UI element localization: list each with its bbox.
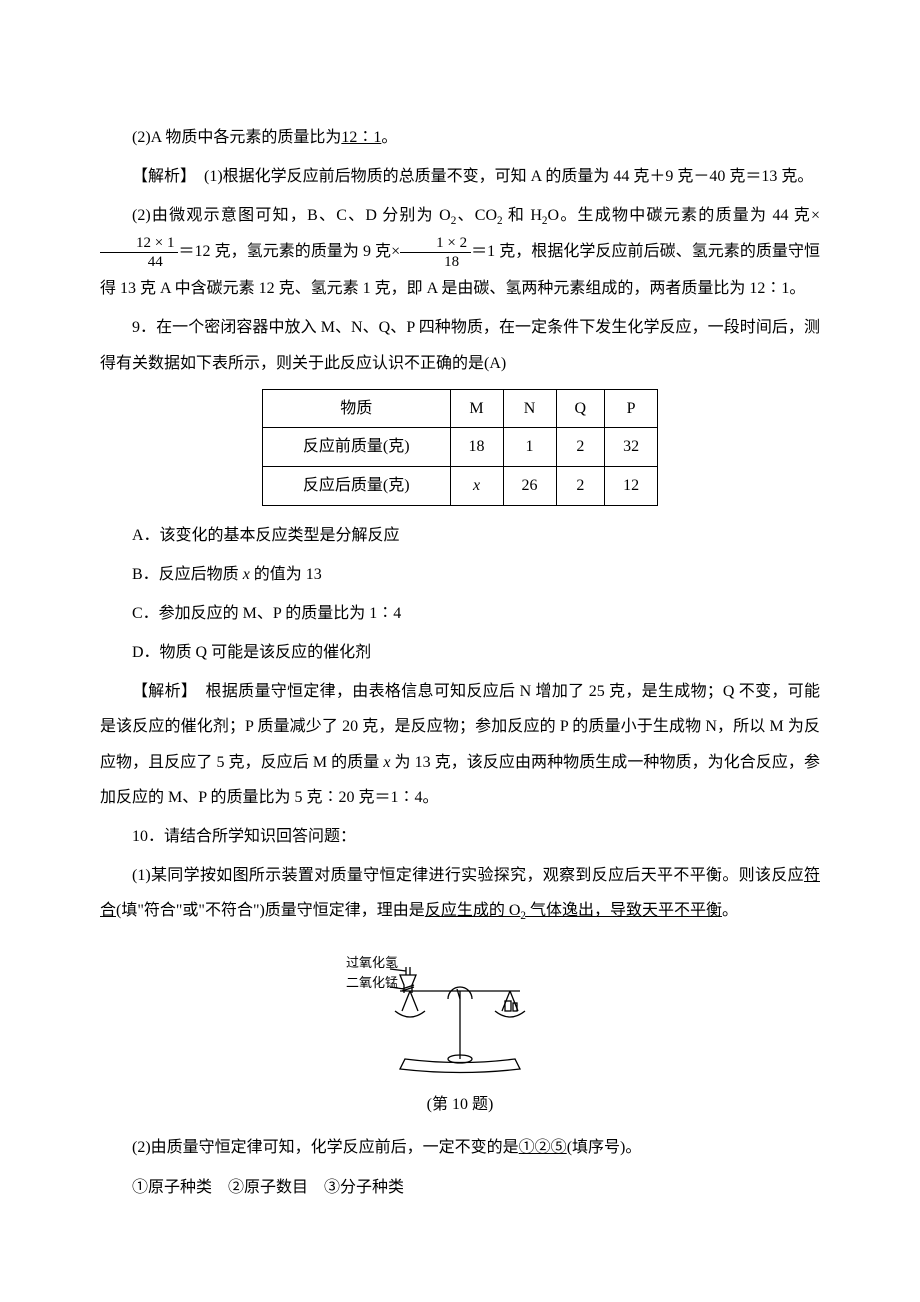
- fraction: 1 × 218: [400, 234, 471, 271]
- numerator: 12 × 1: [100, 234, 178, 253]
- text: 气体逸出，导致天平不平衡: [526, 902, 722, 919]
- data-table: 物质 M N Q P 反应前质量(克) 18 1 2 32 反应后质量(克) x…: [262, 389, 658, 506]
- table-cell: 26: [503, 466, 556, 505]
- text: (2)由质量守恒定律可知，化学反应前后，一定不变的是: [132, 1139, 519, 1156]
- table-cell: 18: [450, 428, 503, 467]
- table-row: 物质 M N Q P: [262, 389, 657, 428]
- text: O。生成物中碳元素的质量为 44 克×: [548, 207, 820, 224]
- answer-underline: ①②⑤: [519, 1139, 567, 1156]
- table-cell: P: [605, 389, 658, 428]
- text: (1)某同学按如图所示装置对质量守恒定律进行实验探究，观察到反应后天平不平衡。则…: [132, 867, 804, 884]
- label-mno2: 二氧化锰: [346, 975, 398, 990]
- question-10: 10．请结合所学知识回答问题：: [100, 819, 820, 854]
- explanation-1: 【解析】 (1)根据化学反应前后物质的总质量不变，可知 A 的质量为 44 克＋…: [100, 159, 820, 194]
- fraction: 12 × 144: [100, 234, 178, 271]
- text: B．反应后物质: [132, 566, 243, 583]
- text: C．参加反应的 M、P 的质量比为 1∶4: [132, 605, 401, 622]
- text: A．该变化的基本反应类型是分解反应: [132, 527, 400, 544]
- question-9: 9．在一个密闭容器中放入 M、N、Q、P 四种物质，在一定条件下发生化学反应，一…: [100, 310, 820, 380]
- table-cell: 物质: [262, 389, 450, 428]
- table-cell: 1: [503, 428, 556, 467]
- paragraph-2a: (2)A 物质中各元素的质量比为12∶1。: [100, 120, 820, 155]
- numerator: 1 × 2: [400, 234, 471, 253]
- variable-x: x: [473, 477, 480, 494]
- text: 。: [722, 902, 738, 919]
- balance-diagram-icon: 过氧化氢 二氧化锰: [340, 941, 580, 1081]
- answer-underline: 12∶1: [341, 129, 381, 146]
- table-cell: x: [450, 466, 503, 505]
- text: (2)由微观示意图可知，B、C、D 分别为 O: [132, 207, 451, 224]
- table-cell: 2: [556, 428, 605, 467]
- question-10-1: (1)某同学按如图所示装置对质量守恒定律进行实验探究，观察到反应后天平不平衡。则…: [100, 858, 820, 929]
- variable-x: x: [243, 566, 250, 583]
- table-cell: 32: [605, 428, 658, 467]
- option-d: D．物质 Q 可能是该反应的催化剂: [100, 635, 820, 670]
- table-cell: N: [503, 389, 556, 428]
- text: ①原子种类 ②原子数目 ③分子种类: [132, 1179, 404, 1196]
- answer-underline: 反应生成的 O2 气体逸出，导致天平不平衡: [425, 902, 722, 919]
- text: 【解析】 (1)根据化学反应前后物质的总质量不变，可知 A 的质量为 44 克＋…: [132, 168, 813, 185]
- option-b: B．反应后物质 x 的值为 13: [100, 557, 820, 592]
- text: 、CO: [456, 207, 497, 224]
- text: D．物质 Q 可能是该反应的催化剂: [132, 644, 371, 661]
- text: 9．在一个密闭容器中放入 M、N、Q、P 四种物质，在一定条件下发生化学反应，一…: [100, 319, 820, 371]
- figure-caption: (第 10 题): [100, 1087, 820, 1122]
- text: (填序号)。: [567, 1139, 642, 1156]
- denominator: 44: [100, 253, 178, 271]
- text: 和 H: [503, 207, 542, 224]
- table-cell: 12: [605, 466, 658, 505]
- table-cell: M: [450, 389, 503, 428]
- option-a: A．该变化的基本反应类型是分解反应: [100, 518, 820, 553]
- text: ＝12 克，氢元素的质量为 9 克×: [178, 243, 400, 260]
- text: 的值为 13: [250, 566, 322, 583]
- table-cell: 反应前质量(克): [262, 428, 450, 467]
- question-10-2: (2)由质量守恒定律可知，化学反应前后，一定不变的是①②⑤(填序号)。: [100, 1130, 820, 1165]
- text: (填"符合"或"不符合")质量守恒定律，理由是: [116, 902, 425, 919]
- table-cell: 2: [556, 466, 605, 505]
- text: 。: [381, 129, 397, 146]
- explanation-9: 【解析】 根据质量守恒定律，由表格信息可知反应后 N 增加了 25 克，是生成物…: [100, 674, 820, 815]
- figure-balance: 过氧化氢 二氧化锰: [100, 941, 820, 1081]
- question-10-2-options: ①原子种类 ②原子数目 ③分子种类: [100, 1170, 820, 1205]
- text: 反应生成的 O: [425, 902, 521, 919]
- label-h2o2: 过氧化氢: [346, 955, 398, 970]
- denominator: 18: [400, 253, 471, 271]
- text: 10．请结合所学知识回答问题：: [132, 828, 356, 845]
- table-row: 反应后质量(克) x 26 2 12: [262, 466, 657, 505]
- table-row: 反应前质量(克) 18 1 2 32: [262, 428, 657, 467]
- table-cell: 反应后质量(克): [262, 466, 450, 505]
- table-cell: Q: [556, 389, 605, 428]
- text: (2)A 物质中各元素的质量比为: [132, 129, 341, 146]
- explanation-2: (2)由微观示意图可知，B、C、D 分别为 O2、CO2 和 H2O。生成物中碳…: [100, 198, 820, 306]
- option-c: C．参加反应的 M、P 的质量比为 1∶4: [100, 596, 820, 631]
